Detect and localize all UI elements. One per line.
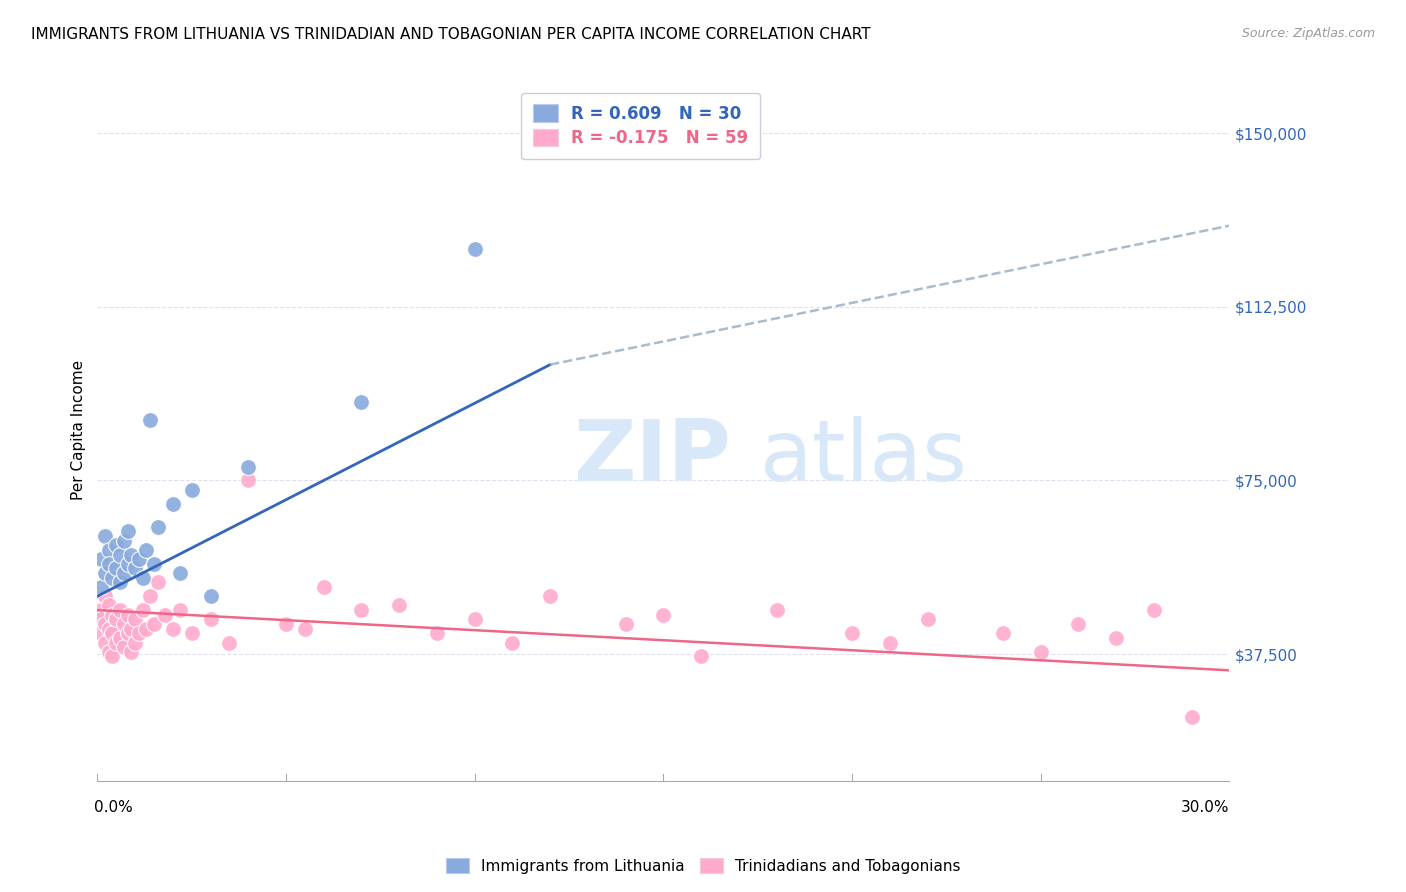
Point (142, 617, 165, 632)
Point (155, 607, 177, 622)
Legend: R = 0.609   N = 30, R = -0.175   N = 59: R = 0.609 N = 30, R = -0.175 N = 59 (522, 93, 761, 159)
Point (991, 626, 1014, 640)
Point (464, 242, 486, 256)
Point (162, 497, 184, 511)
Point (90, 580, 112, 594)
Point (180, 483, 202, 497)
Point (690, 649, 713, 664)
Point (128, 552, 150, 566)
Point (135, 542, 157, 557)
Point (538, 589, 561, 603)
Point (128, 626, 150, 640)
Text: IMMIGRANTS FROM LITHUANIA VS TRINIDADIAN AND TOBAGONIAN PER CAPITA INCOME CORREL: IMMIGRANTS FROM LITHUANIA VS TRINIDADIAN… (31, 27, 870, 42)
Point (312, 580, 335, 594)
Point (101, 571, 124, 585)
Point (131, 571, 153, 585)
Point (117, 607, 139, 622)
Point (169, 603, 191, 617)
Point (169, 566, 191, 580)
Point (135, 622, 157, 636)
Point (94, 617, 117, 632)
Point (112, 640, 135, 655)
Point (501, 635, 523, 649)
Point (94, 529, 117, 543)
Point (139, 413, 162, 427)
Point (146, 520, 169, 534)
Point (120, 645, 142, 659)
Point (124, 612, 146, 626)
Point (105, 538, 128, 552)
Point (765, 603, 787, 617)
Text: 30.0%: 30.0% (1181, 800, 1229, 815)
Point (108, 548, 131, 562)
Point (1067, 617, 1090, 632)
Point (117, 557, 139, 571)
Point (90, 612, 112, 626)
Text: 0.0%: 0.0% (94, 800, 132, 815)
Point (139, 589, 162, 603)
Point (146, 575, 169, 590)
Point (97, 645, 120, 659)
Point (112, 617, 135, 632)
Point (200, 589, 222, 603)
Point (131, 603, 153, 617)
Point (614, 617, 637, 632)
Point (426, 626, 449, 640)
Point (124, 561, 146, 575)
Point (917, 612, 939, 626)
Point (112, 533, 135, 548)
Y-axis label: Per Capita Income: Per Capita Income (72, 359, 86, 500)
Point (97, 599, 120, 613)
Point (105, 561, 128, 575)
Point (1181, 709, 1204, 723)
Point (105, 635, 128, 649)
Point (112, 566, 135, 580)
Point (388, 599, 411, 613)
Point (350, 394, 373, 409)
Point (94, 589, 117, 603)
Point (97, 557, 120, 571)
Point (238, 459, 260, 474)
Point (162, 622, 184, 636)
Point (1105, 631, 1128, 645)
Point (105, 612, 128, 626)
Point (218, 635, 240, 649)
Point (124, 635, 146, 649)
Point (464, 612, 486, 626)
Text: Source: ZipAtlas.com: Source: ZipAtlas.com (1241, 27, 1375, 40)
Point (90, 603, 112, 617)
Point (94, 566, 117, 580)
Point (108, 631, 131, 645)
Point (142, 557, 165, 571)
Point (117, 626, 139, 640)
Point (879, 635, 901, 649)
Point (841, 626, 863, 640)
Point (238, 474, 260, 488)
Point (120, 548, 142, 562)
Point (200, 612, 222, 626)
Point (101, 607, 124, 622)
Point (652, 607, 675, 622)
Point (120, 622, 142, 636)
Point (294, 622, 316, 636)
Point (1029, 645, 1052, 659)
Text: atlas: atlas (759, 417, 967, 500)
Text: ZIP: ZIP (572, 417, 731, 500)
Legend: Immigrants from Lithuania, Trinidadians and Tobagonians: Immigrants from Lithuania, Trinidadians … (440, 852, 966, 880)
Point (1143, 603, 1166, 617)
Point (108, 575, 131, 590)
Point (108, 603, 131, 617)
Point (97, 542, 120, 557)
Point (117, 524, 139, 539)
Point (180, 626, 202, 640)
Point (101, 626, 124, 640)
Point (97, 622, 120, 636)
Point (94, 635, 117, 649)
Point (274, 617, 297, 632)
Point (90, 626, 112, 640)
Point (350, 603, 373, 617)
Point (90, 552, 112, 566)
Point (101, 649, 124, 664)
